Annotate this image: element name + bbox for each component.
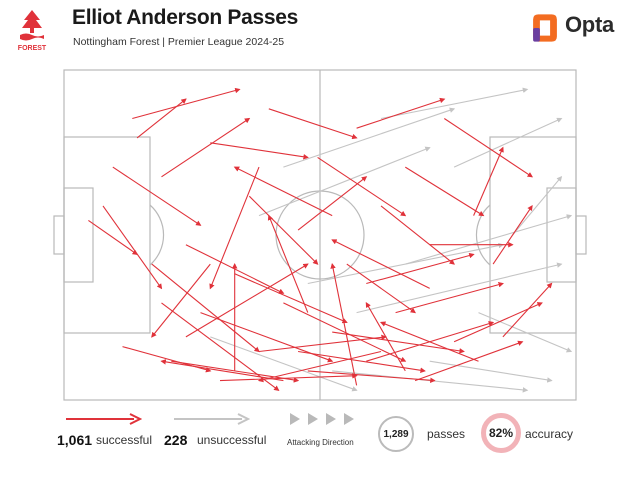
successful-pass-arrow: [209, 166, 260, 290]
pitch-lines: [53, 69, 587, 401]
successful-pass-arrow: [365, 301, 406, 372]
passes-value: 1,289: [383, 428, 409, 440]
successful-pass-arrow: [88, 219, 139, 256]
successful-arrow-icon: [66, 413, 142, 425]
successful-pass-arrow: [331, 239, 430, 289]
successful-count: 1,061: [57, 432, 93, 448]
passes-label: passes: [427, 427, 466, 441]
successful-pass-arrow: [234, 273, 348, 324]
chart-title: Elliot Anderson Passes: [72, 6, 299, 29]
successful-pass-arrow: [283, 302, 407, 362]
club-crest: FOREST: [18, 10, 47, 52]
unsuccessful-pass-arrow: [283, 107, 456, 168]
successful-pass-arrow: [171, 360, 300, 383]
left-penalty-arc: [149, 204, 165, 266]
successful-pass-arrow: [473, 146, 504, 216]
passes-badge: 1,289: [378, 416, 414, 452]
brand-name: Opta: [565, 12, 614, 37]
tree-icon: [22, 10, 42, 28]
right-six-yard-box: [546, 187, 577, 283]
successful-pass-arrow: [366, 252, 475, 285]
unsuccessful-count: 228: [164, 432, 188, 448]
unsuccessful-pass-arrow: [405, 214, 573, 265]
successful-pass-arrow: [161, 117, 251, 178]
river-icon: [20, 33, 44, 41]
successful-pass-arrow: [136, 98, 187, 139]
unsuccessful-pass-arrow: [210, 336, 358, 392]
accuracy-label: accuracy: [525, 427, 574, 441]
successful-pass-arrow: [502, 282, 553, 338]
successful-pass-arrow: [185, 263, 309, 338]
opta-mark-accent: [533, 28, 540, 42]
successful-pass-arrow: [379, 321, 479, 362]
right-goal: [575, 215, 587, 255]
tree-trunk: [30, 28, 34, 33]
successful-pass-arrow: [132, 87, 241, 120]
successful-pass-arrow: [210, 142, 309, 160]
unsuccessful-arrow-icon: [174, 413, 250, 425]
right-penalty-arc: [475, 204, 491, 266]
successful-pass-arrow: [317, 156, 407, 217]
successful-pass-arrow: [330, 263, 358, 386]
unsuccessful-label: unsuccessful: [197, 433, 267, 447]
successful-pass-arrow: [307, 370, 436, 384]
unsuccessful-pass-arrow: [380, 87, 529, 120]
successful-label: successful: [96, 433, 153, 447]
successful-pass-arrow: [346, 263, 416, 314]
successful-pass-arrow: [332, 331, 465, 354]
successful-pass-arrow: [443, 118, 534, 178]
unsuccessful-pass-arrow: [453, 117, 563, 168]
successful-pass-arrow: [356, 97, 446, 129]
opta-logo: [533, 14, 557, 42]
successful-pass-arrow: [267, 214, 309, 313]
attacking-direction-label: Attacking Direction: [287, 438, 354, 447]
successful-pass-arrow: [405, 166, 485, 217]
successful-pass-arrow: [160, 359, 284, 382]
successful-pass-arrow: [268, 108, 358, 140]
successful-pass-arrow: [414, 340, 524, 382]
attacking-direction-icon: [290, 413, 354, 425]
unsuccessful-pass-arrow: [307, 242, 504, 285]
left-six-yard-box: [63, 187, 94, 283]
successful-pass-arrow: [219, 373, 358, 382]
accuracy-value: 82%: [488, 426, 514, 440]
successful-pass-arrow: [151, 263, 260, 353]
successful-pass-arrow: [298, 350, 426, 373]
successful-pass-arrow: [257, 350, 382, 383]
chart-subtitle: Nottingham Forest | Premier League 2024-…: [73, 36, 285, 48]
successful-pass-arrow: [380, 205, 455, 265]
successful-pass-arrow: [233, 166, 333, 217]
successful-pass-arrow: [258, 334, 387, 353]
successful-passes: [88, 87, 553, 391]
left-penalty-box: [63, 136, 151, 334]
unsuccessful-pass-arrow: [258, 146, 431, 217]
unsuccessful-pass-arrow: [356, 262, 563, 314]
successful-pass-arrow: [161, 302, 280, 391]
successful-pass-arrow: [297, 176, 368, 231]
pass-map: [53, 69, 587, 401]
unsuccessful-pass-arrow: [478, 312, 573, 353]
successful-pass-arrow: [395, 281, 504, 314]
successful-pass-arrow: [492, 204, 533, 265]
successful-pass-arrow: [112, 166, 202, 226]
crest-wordmark: FOREST: [18, 45, 47, 52]
unsuccessful-pass-arrow: [429, 360, 553, 383]
legend: 1,061 successful 228 unsuccessful Attack…: [0, 408, 640, 464]
left-goal: [53, 215, 65, 255]
unsuccessful-pass-arrow: [512, 175, 563, 236]
accuracy-badge: 82%: [481, 413, 521, 453]
successful-pass-arrow: [151, 263, 211, 338]
successful-pass-arrow: [102, 205, 163, 290]
successful-pass-arrow: [248, 195, 319, 265]
